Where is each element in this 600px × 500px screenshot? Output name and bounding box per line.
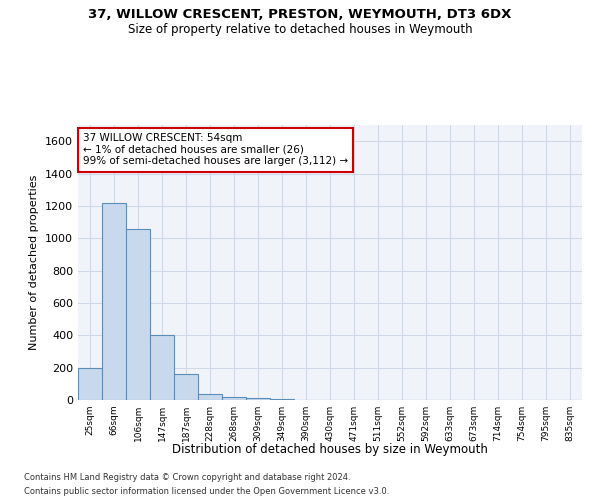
Text: 37 WILLOW CRESCENT: 54sqm
← 1% of detached houses are smaller (26)
99% of semi-d: 37 WILLOW CRESCENT: 54sqm ← 1% of detach… <box>83 133 348 166</box>
Bar <box>270 399 294 400</box>
Bar <box>198 394 222 400</box>
Bar <box>78 368 102 400</box>
Bar <box>222 397 246 400</box>
Text: Contains HM Land Registry data © Crown copyright and database right 2024.: Contains HM Land Registry data © Crown c… <box>24 472 350 482</box>
Text: 37, WILLOW CRESCENT, PRESTON, WEYMOUTH, DT3 6DX: 37, WILLOW CRESCENT, PRESTON, WEYMOUTH, … <box>88 8 512 20</box>
Bar <box>150 336 174 400</box>
Y-axis label: Number of detached properties: Number of detached properties <box>29 175 40 350</box>
Bar <box>246 398 270 400</box>
Text: Contains public sector information licensed under the Open Government Licence v3: Contains public sector information licen… <box>24 488 389 496</box>
Text: Distribution of detached houses by size in Weymouth: Distribution of detached houses by size … <box>172 442 488 456</box>
Bar <box>126 228 150 400</box>
Bar <box>174 374 198 400</box>
Text: Size of property relative to detached houses in Weymouth: Size of property relative to detached ho… <box>128 22 472 36</box>
Bar <box>102 202 126 400</box>
